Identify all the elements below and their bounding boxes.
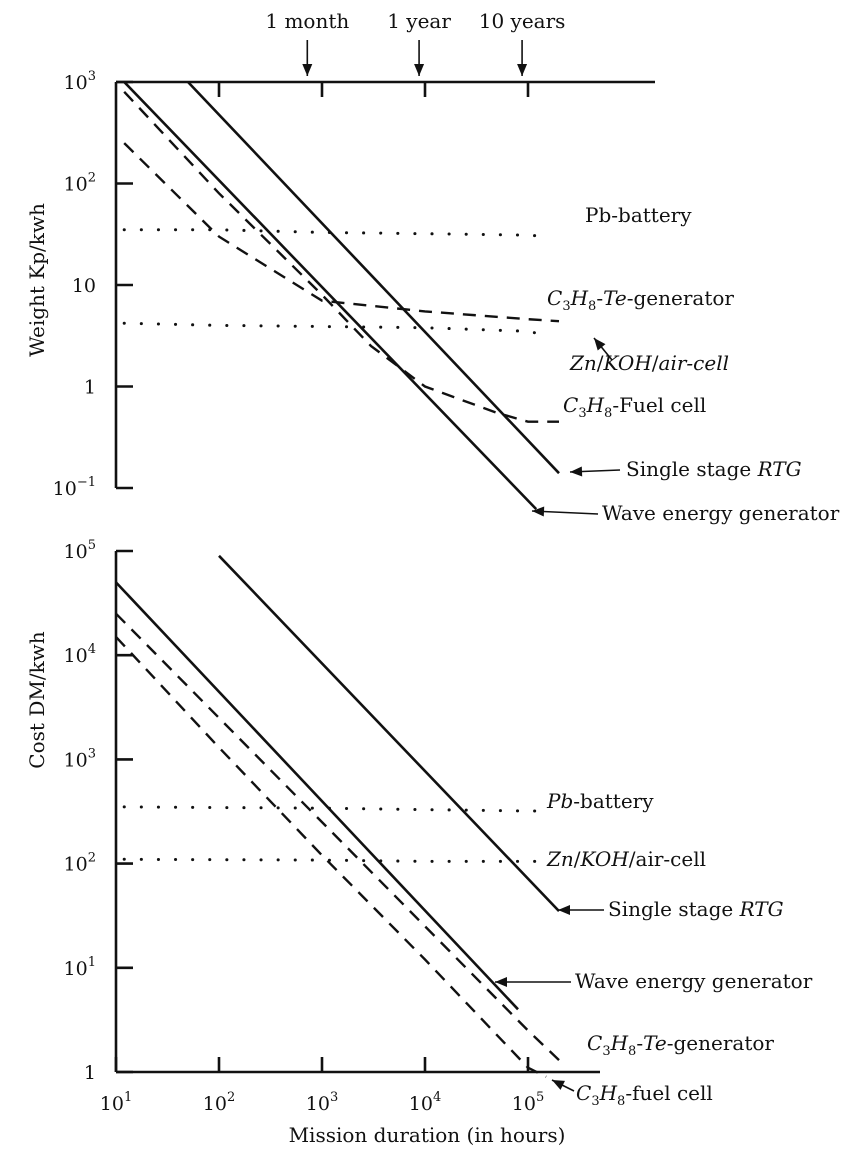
x-tick-label: 104 bbox=[409, 1090, 441, 1115]
y-tick-label: 1 bbox=[84, 377, 96, 399]
series-label-wave-energy-generator: Wave energy generator bbox=[575, 969, 813, 993]
y-tick-label: 103 bbox=[64, 746, 96, 771]
callout-c3h8-fuel-cell-head bbox=[552, 1080, 565, 1090]
series-single-stage-rtg bbox=[218, 554, 560, 912]
y-tick-label: 10−1 bbox=[53, 475, 96, 500]
y-tick-label: 10 bbox=[72, 275, 96, 297]
callout-single-stage-rtg-head bbox=[570, 466, 583, 477]
callout-single-stage-rtg-head bbox=[558, 905, 570, 915]
y-tick-label: 102 bbox=[64, 171, 96, 196]
time-marker-arrow-head bbox=[302, 64, 313, 76]
series-label-zn-koh-air-cell: Zn/KOH/air-cell bbox=[569, 351, 729, 375]
time-marker-label: 1 year bbox=[387, 9, 451, 33]
series-label-zn-koh-air-cell: Zn/KOH/air-cell bbox=[546, 847, 706, 871]
y-tick-label: 101 bbox=[64, 955, 96, 980]
callout-wave-energy-generator-head bbox=[532, 506, 545, 517]
x-tick-label: 102 bbox=[203, 1090, 235, 1115]
x-tick-label: 103 bbox=[306, 1090, 338, 1115]
series-label-c3h8-fuel-cell: C3​H8​-fuel cell bbox=[576, 1081, 713, 1109]
y-tick-label: 104 bbox=[64, 642, 96, 667]
callout-zn-koh-air-cell-head bbox=[594, 338, 606, 351]
series-label-single-stage-rtg: Single stage RTG bbox=[608, 897, 784, 921]
time-marker-arrow-head bbox=[414, 64, 425, 76]
top-y-axis-label: Weight Kp/kwh bbox=[25, 203, 49, 357]
bottom-y-axis-label: Cost DM/kwh bbox=[25, 631, 49, 768]
time-marker-label: 10 years bbox=[479, 9, 566, 33]
x-tick-label: 101 bbox=[100, 1090, 132, 1115]
series-label-pb-battery: Pb-battery bbox=[585, 203, 692, 227]
y-tick-label: 105 bbox=[64, 538, 96, 563]
series-label-c3h8-fuel-cell: C3​H8​-Fuel cell bbox=[563, 393, 706, 421]
series-label-c3h8-te-generator: C3​H8​-Te-generator bbox=[587, 1031, 774, 1059]
series-label-wave-energy-generator: Wave energy generator bbox=[602, 501, 840, 525]
x-tick-label: 105 bbox=[512, 1090, 544, 1115]
y-tick-label: 103 bbox=[64, 69, 96, 94]
series-c3h8-fuel-cell bbox=[123, 90, 559, 423]
series-label-c3h8-te-generator: C3​H8​-Te-generator bbox=[547, 286, 734, 314]
series-label-single-stage-rtg: Single stage RTG bbox=[626, 457, 802, 481]
time-marker-arrow-head bbox=[517, 64, 528, 76]
time-marker-label: 1 month bbox=[265, 9, 349, 33]
y-tick-label: 102 bbox=[64, 851, 96, 876]
bottom-x-axis-label: Mission duration (in hours) bbox=[289, 1123, 566, 1147]
series-single-stage-rtg bbox=[187, 81, 560, 475]
series-zn-koh-air-cell bbox=[122, 857, 538, 863]
series-c3h8-te-generator bbox=[123, 142, 560, 323]
y-tick-label: 1 bbox=[84, 1062, 96, 1084]
series-c3h8-fuel-cell bbox=[115, 636, 547, 1078]
series-label-pb-battery: Pb-battery bbox=[546, 789, 654, 813]
series-zn-koh-air-cell bbox=[122, 321, 548, 337]
series-wave-energy-generator bbox=[123, 81, 538, 511]
series-wave-energy-generator bbox=[115, 581, 519, 1011]
callout-wave-energy-generator-head bbox=[495, 977, 507, 987]
